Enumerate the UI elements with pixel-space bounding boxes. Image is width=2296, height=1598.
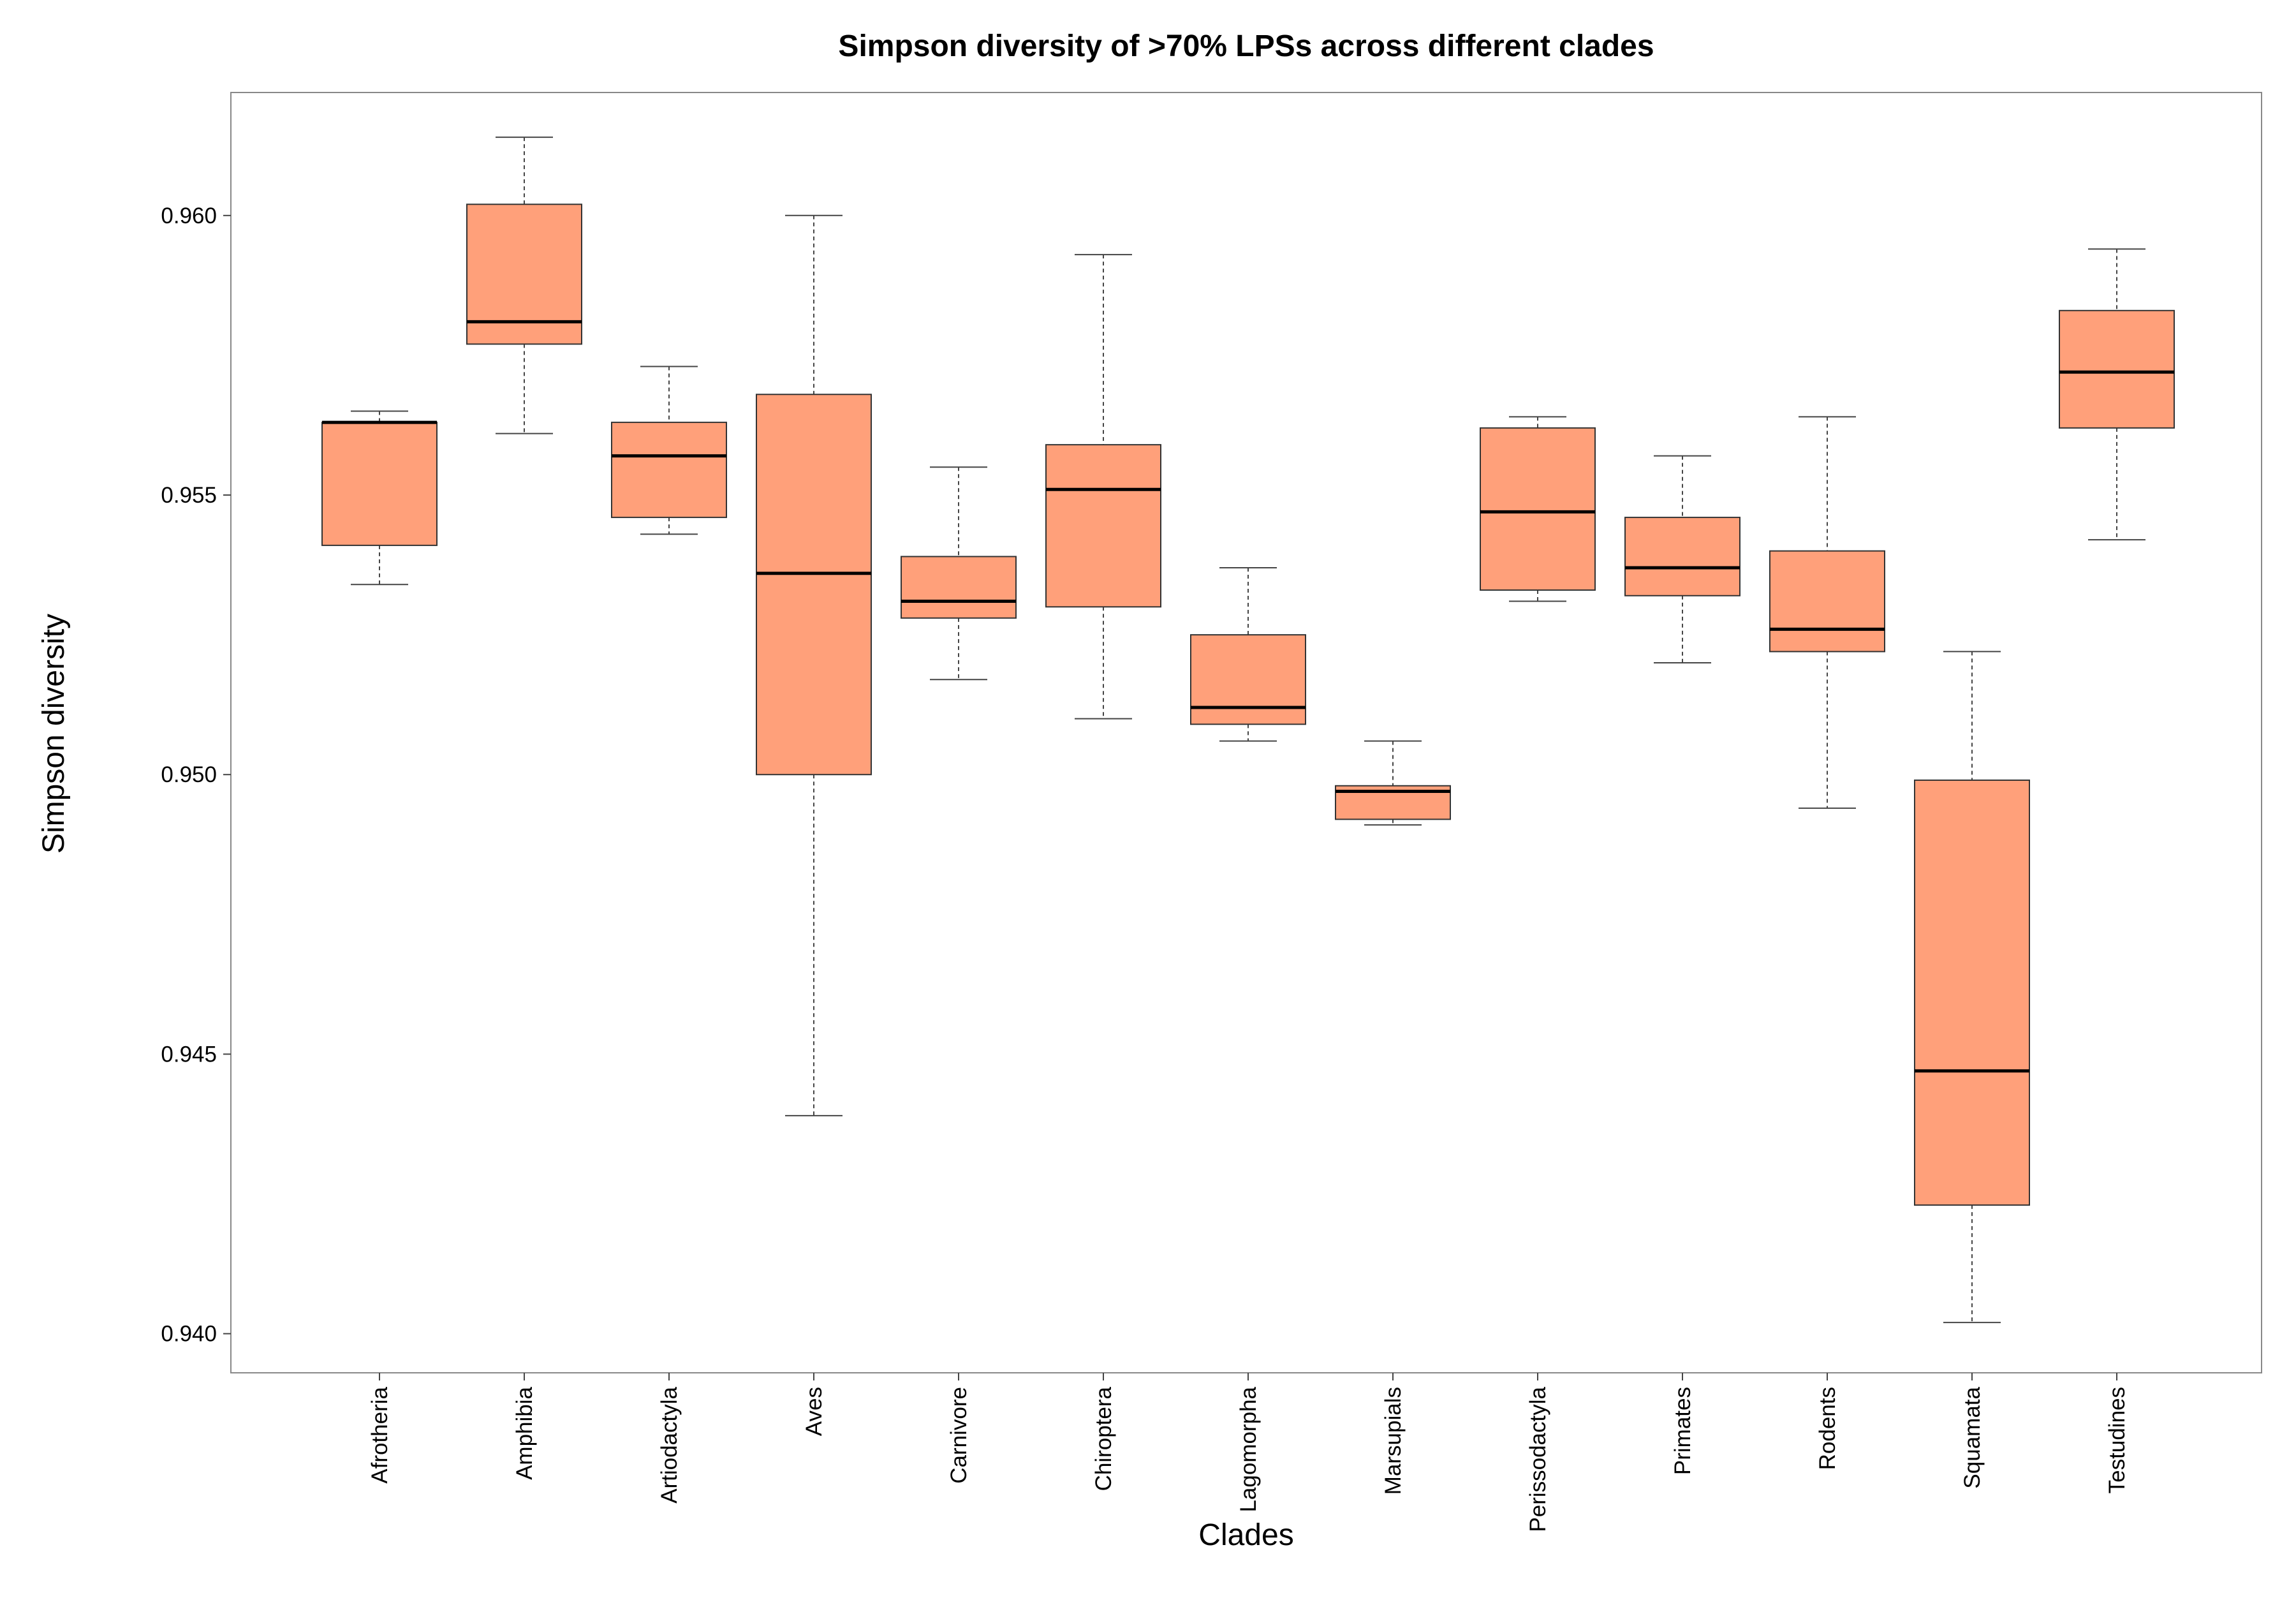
plot-panel-border: [230, 92, 2262, 1373]
x-tick-label-artiodactyla: Artiodactyla: [657, 1386, 682, 1503]
box-carnivore: [901, 556, 1017, 619]
y-tick-label: 0.960: [161, 203, 217, 228]
x-tick-label-carnivore: Carnivore: [946, 1387, 971, 1484]
x-tick-label-marsupials: Marsupials: [1381, 1387, 1406, 1495]
y-tick-label: 0.945: [161, 1042, 217, 1067]
y-tick-label: 0.950: [161, 762, 217, 787]
x-tick-label-testudines: Testudines: [2105, 1387, 2130, 1493]
chart-title: Simpson diversity of >70% LPSs across di…: [838, 29, 1654, 63]
box-chiroptera: [1045, 444, 1161, 608]
x-tick-label-chiroptera: Chiroptera: [1091, 1386, 1116, 1491]
x-tick-label-lagomorpha: Lagomorpha: [1236, 1386, 1261, 1512]
x-tick-label-squamata: Squamata: [1960, 1386, 1985, 1488]
box-perissodactyla: [1480, 427, 1596, 591]
box-lagomorpha: [1190, 634, 1306, 725]
x-tick-label-primates: Primates: [1670, 1387, 1695, 1475]
x-tick-label-aves: Aves: [802, 1387, 827, 1436]
y-tick-label: 0.940: [161, 1322, 217, 1347]
box-primates: [1624, 517, 1740, 596]
x-tick-label-amphibia: Amphibia: [512, 1386, 537, 1479]
box-testudines: [2059, 309, 2175, 429]
x-axis-title: Clades: [1198, 1518, 1293, 1552]
box-squamata: [1914, 779, 2030, 1206]
x-tick-label-afrotheria: Afrotheria: [367, 1386, 392, 1483]
y-tick-label: 0.955: [161, 483, 217, 508]
plot-area: 0.940 0.945 0.950 0.955 0.960 Afrotheria Amphi…: [161, 92, 2262, 1532]
box-rodents: [1769, 550, 1885, 653]
box-artiodactyla: [611, 422, 727, 519]
box-aves: [756, 394, 872, 776]
x-tick-label-rodents: Rodents: [1815, 1387, 1840, 1470]
y-axis-title: Simpson diversity: [37, 614, 71, 854]
x-tick-label-perissodactyla: Perissodactyla: [1526, 1386, 1550, 1532]
box-afrotheria: [321, 422, 438, 546]
